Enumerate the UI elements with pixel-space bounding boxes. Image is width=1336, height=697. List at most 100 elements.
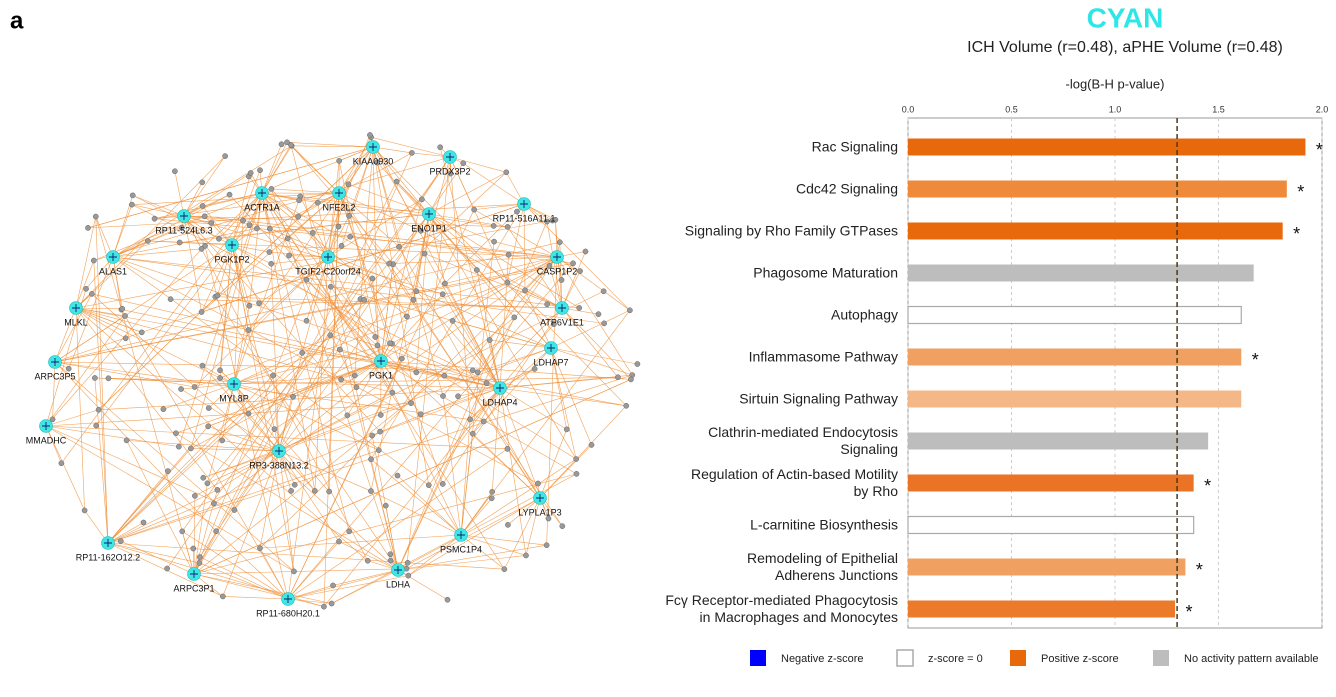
gene-node [417, 411, 424, 418]
gene-node [389, 389, 396, 396]
gene-node [474, 369, 481, 376]
edge [75, 307, 142, 333]
edge [327, 160, 340, 258]
edge [278, 352, 303, 452]
edge [54, 293, 93, 363]
edge [259, 547, 289, 600]
gene-node [311, 488, 318, 494]
hub-cross [228, 241, 236, 249]
hub-cross [335, 189, 343, 197]
edge [107, 449, 379, 544]
gene-node [410, 297, 417, 303]
edge [233, 383, 294, 398]
edge [131, 204, 501, 389]
edge [112, 256, 123, 309]
gene-node [467, 416, 473, 423]
edge [112, 194, 230, 258]
gene-node [226, 191, 233, 198]
category-label: L-carnitine Biosynthesis [750, 516, 898, 533]
gene-node [408, 400, 414, 406]
hub-label: ARPC3P1 [173, 583, 214, 593]
edge [132, 195, 185, 217]
gene-node [204, 480, 211, 487]
gene-node [444, 596, 451, 603]
edge [68, 256, 114, 369]
gene-node [220, 593, 226, 600]
edge [201, 244, 233, 313]
hub-cross [394, 566, 402, 574]
edge [126, 440, 280, 452]
edge [420, 230, 563, 309]
gene-node [338, 242, 345, 249]
gene-node [85, 225, 91, 231]
gene-node [198, 246, 205, 252]
edge [278, 450, 295, 572]
edge [389, 343, 501, 389]
gene-node [439, 291, 446, 298]
edge [202, 205, 233, 246]
gene-node [421, 250, 428, 257]
edge [271, 188, 329, 258]
edge [472, 347, 552, 434]
edge [54, 361, 217, 532]
gene-node [486, 337, 493, 343]
x-tick-label: 1.0 [1109, 104, 1122, 114]
hub-label: TGIF2-C20orf24 [295, 266, 361, 276]
edge [107, 470, 169, 544]
edge [271, 188, 340, 194]
hub-label: LDHAP4 [482, 397, 517, 407]
edge [428, 213, 580, 309]
edge [107, 489, 218, 544]
edge [499, 387, 567, 430]
gene-node [408, 150, 415, 156]
hub-label: ENO1P1 [411, 223, 447, 233]
edge [233, 383, 330, 492]
edge [269, 251, 329, 258]
edge [428, 163, 464, 215]
edge [121, 309, 289, 600]
edge [389, 256, 558, 264]
edge [550, 347, 568, 430]
hub-cross [457, 531, 465, 539]
gene-node [240, 217, 246, 224]
edge [397, 221, 548, 571]
edge [112, 256, 487, 384]
gene-node [556, 239, 563, 246]
hub-cross [284, 595, 292, 603]
hub-cross [72, 304, 80, 312]
gene-node [129, 192, 136, 199]
edge [107, 448, 192, 544]
edge [524, 256, 558, 291]
edge [45, 425, 295, 572]
gene-node [615, 374, 621, 381]
edge [444, 256, 558, 284]
edge [75, 216, 97, 309]
edge [45, 425, 179, 447]
gene-node [559, 523, 566, 529]
edge [75, 307, 85, 511]
edge [183, 215, 508, 228]
edge [493, 241, 558, 258]
gene-node [303, 276, 310, 283]
gene-node [217, 367, 223, 374]
gene-node [199, 179, 206, 186]
bar [908, 558, 1186, 576]
edge [112, 256, 539, 484]
hub-label: LYPLA1P3 [518, 507, 561, 517]
edge [338, 192, 421, 232]
edge [45, 315, 126, 427]
edge [460, 534, 547, 546]
hub-label: CASP1P2 [537, 266, 578, 276]
gene-node [440, 393, 446, 399]
gene-node [504, 445, 511, 452]
gene-node [501, 566, 508, 573]
gene-node [284, 235, 291, 242]
edge [444, 283, 501, 389]
gene-node [505, 251, 512, 258]
gene-node [196, 554, 203, 560]
edge [397, 473, 577, 571]
edge [372, 146, 444, 397]
gene-node [399, 355, 405, 362]
gene-node [245, 327, 252, 333]
legend-label: Positive z-score [1041, 653, 1119, 665]
